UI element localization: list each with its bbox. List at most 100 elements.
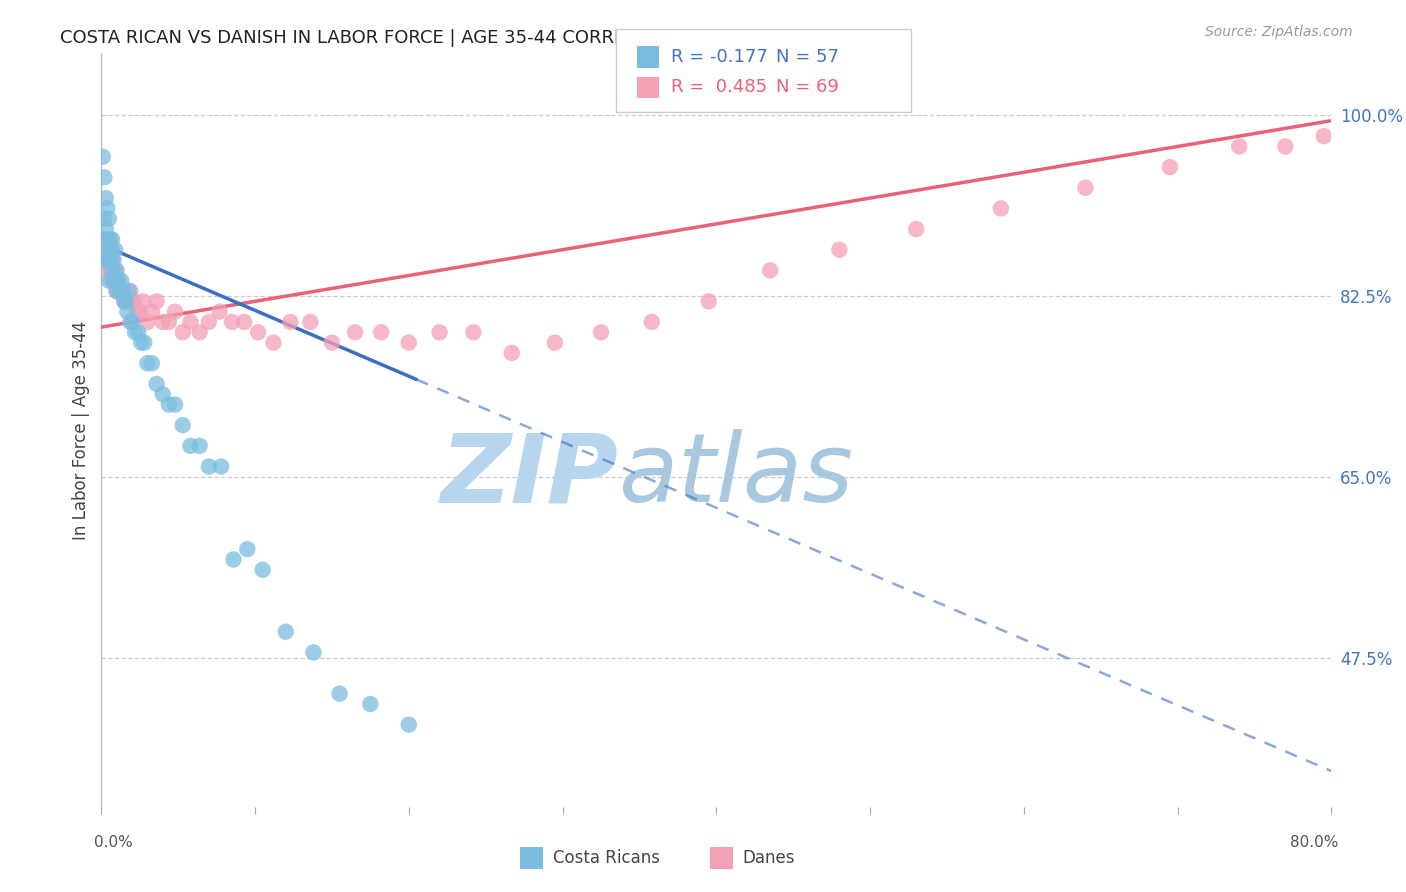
Point bbox=[134, 335, 156, 350]
Y-axis label: In Labor Force | Age 35-44: In Labor Force | Age 35-44 bbox=[72, 321, 90, 540]
Point bbox=[104, 274, 127, 288]
Point bbox=[117, 304, 139, 318]
Point bbox=[91, 150, 114, 164]
Point bbox=[97, 243, 120, 257]
Point bbox=[274, 624, 297, 639]
Point bbox=[641, 315, 664, 329]
Point bbox=[120, 284, 142, 298]
Point bbox=[759, 263, 782, 277]
Point bbox=[188, 439, 211, 453]
Point bbox=[132, 294, 155, 309]
Point bbox=[112, 294, 135, 309]
Point bbox=[1382, 108, 1405, 122]
Point bbox=[100, 253, 122, 268]
Point bbox=[111, 284, 134, 298]
Point bbox=[128, 304, 150, 318]
Point bbox=[105, 263, 128, 277]
Point bbox=[398, 717, 420, 731]
Text: 80.0%: 80.0% bbox=[1291, 836, 1339, 850]
Point bbox=[111, 284, 134, 298]
Point bbox=[96, 232, 118, 246]
Point bbox=[165, 398, 187, 412]
Point bbox=[152, 315, 174, 329]
Point bbox=[198, 459, 221, 474]
Point bbox=[122, 294, 145, 309]
Point bbox=[107, 274, 129, 288]
Point bbox=[157, 315, 180, 329]
Point bbox=[115, 294, 138, 309]
Point bbox=[1351, 119, 1374, 133]
Point bbox=[107, 274, 129, 288]
Point bbox=[100, 263, 122, 277]
Point bbox=[96, 253, 118, 268]
Point bbox=[398, 335, 420, 350]
Point bbox=[222, 552, 245, 566]
Point bbox=[429, 326, 451, 340]
Point bbox=[329, 687, 352, 701]
Point bbox=[103, 274, 125, 288]
Point bbox=[94, 232, 117, 246]
Point bbox=[905, 222, 928, 236]
Point bbox=[141, 356, 163, 370]
Point bbox=[157, 398, 180, 412]
Text: Costa Ricans: Costa Ricans bbox=[553, 849, 659, 867]
Text: COSTA RICAN VS DANISH IN LABOR FORCE | AGE 35-44 CORRELATION CHART: COSTA RICAN VS DANISH IN LABOR FORCE | A… bbox=[60, 29, 758, 46]
Point bbox=[1367, 108, 1389, 122]
Point bbox=[697, 294, 720, 309]
Point bbox=[209, 459, 232, 474]
Point bbox=[233, 315, 256, 329]
Point bbox=[93, 243, 115, 257]
Text: N = 57: N = 57 bbox=[776, 48, 839, 66]
Point bbox=[544, 335, 567, 350]
Point bbox=[321, 335, 343, 350]
Text: N = 69: N = 69 bbox=[776, 78, 839, 96]
Point bbox=[263, 335, 285, 350]
Point bbox=[124, 326, 146, 340]
Point bbox=[94, 191, 117, 205]
Point bbox=[125, 304, 148, 318]
Point bbox=[112, 294, 135, 309]
Point bbox=[165, 304, 187, 318]
Point bbox=[117, 294, 139, 309]
Point bbox=[247, 326, 270, 340]
Point bbox=[101, 253, 124, 268]
Point bbox=[1159, 160, 1181, 174]
Point bbox=[589, 326, 612, 340]
Point bbox=[91, 232, 114, 246]
Point bbox=[110, 284, 132, 298]
Point bbox=[97, 211, 120, 226]
Point bbox=[108, 284, 131, 298]
Point bbox=[93, 232, 115, 246]
Point bbox=[1336, 119, 1358, 133]
Point bbox=[990, 202, 1012, 216]
Point bbox=[101, 274, 124, 288]
Point bbox=[280, 315, 302, 329]
Point bbox=[93, 211, 115, 226]
Point bbox=[103, 253, 125, 268]
Point bbox=[96, 202, 118, 216]
Point bbox=[91, 232, 114, 246]
Point bbox=[108, 284, 131, 298]
Point bbox=[101, 232, 124, 246]
Point bbox=[104, 263, 127, 277]
Point bbox=[118, 284, 141, 298]
Point bbox=[94, 253, 117, 268]
Point bbox=[105, 284, 128, 298]
Point bbox=[370, 326, 392, 340]
Point bbox=[110, 274, 132, 288]
Point bbox=[104, 274, 127, 288]
Point bbox=[1313, 129, 1336, 144]
Point bbox=[101, 243, 124, 257]
Point bbox=[104, 243, 127, 257]
Point bbox=[1074, 180, 1097, 194]
Point bbox=[172, 326, 194, 340]
Point bbox=[127, 326, 149, 340]
Point bbox=[94, 253, 117, 268]
Point bbox=[94, 222, 117, 236]
Point bbox=[188, 326, 211, 340]
Point bbox=[172, 418, 194, 433]
Point bbox=[463, 326, 485, 340]
Point bbox=[101, 263, 124, 277]
Point bbox=[299, 315, 322, 329]
Point bbox=[343, 326, 366, 340]
